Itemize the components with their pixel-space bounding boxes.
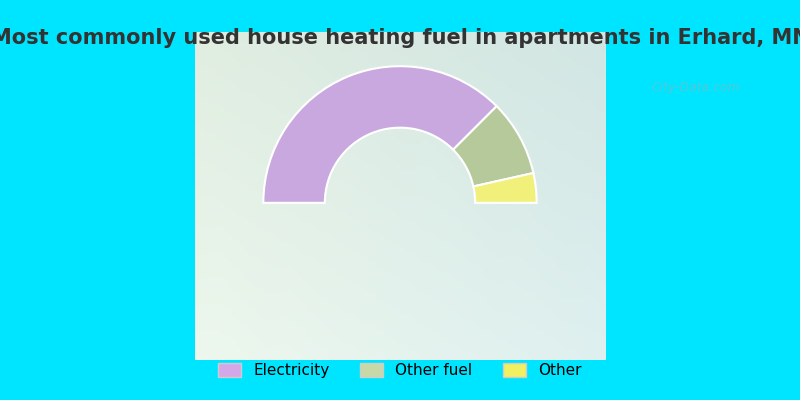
Text: Most commonly used house heating fuel in apartments in Erhard, MN: Most commonly used house heating fuel in… [0,28,800,48]
Wedge shape [453,106,534,186]
Wedge shape [263,66,497,203]
Text: City-Data.com: City-Data.com [651,82,741,94]
Wedge shape [474,173,537,203]
Legend: Electricity, Other fuel, Other: Electricity, Other fuel, Other [212,357,588,384]
